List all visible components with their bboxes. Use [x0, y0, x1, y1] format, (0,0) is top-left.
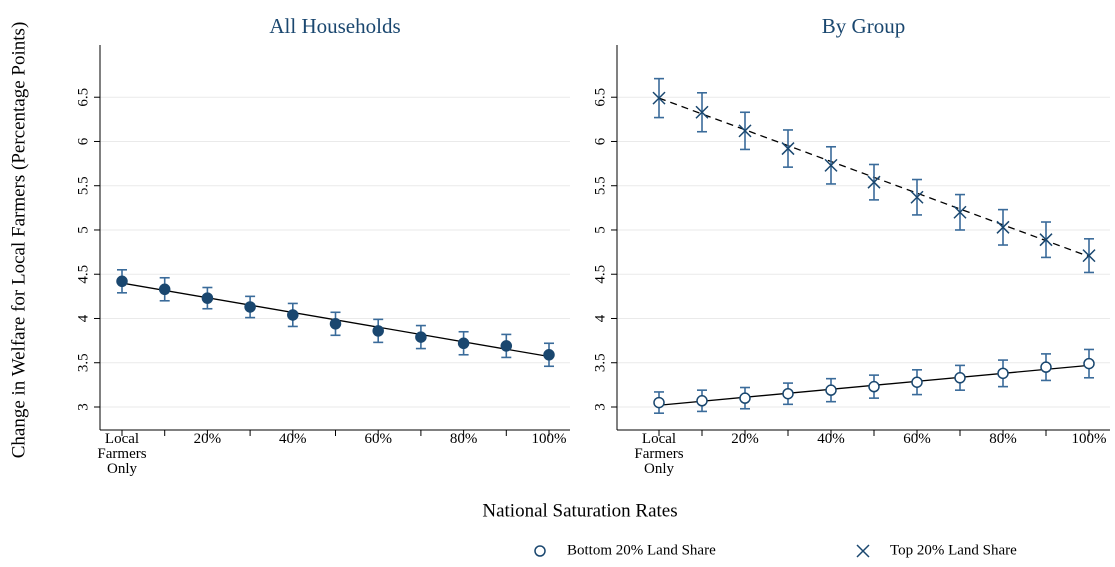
panel-title: By Group: [822, 14, 905, 38]
marker: [868, 380, 880, 393]
marker-x: [652, 91, 666, 105]
marker-stroke: [781, 142, 795, 156]
x-tick-label: Local Farmers Only: [634, 432, 684, 477]
marker-stroke: [695, 105, 709, 119]
marker: [739, 392, 751, 404]
marker-stroke: [1039, 233, 1053, 247]
x-tick-label-box: 80%: [449, 432, 478, 447]
marker-stroke: [738, 124, 752, 138]
marker-x: [910, 190, 924, 204]
x-tick-label: 40%: [817, 432, 845, 447]
y-tick-label: 4.5: [75, 265, 91, 284]
x-tick-label: 20%: [731, 432, 759, 447]
marker-stroke: [824, 158, 838, 172]
y-tick-label: 5: [75, 226, 91, 234]
marker-stroke: [867, 175, 881, 189]
marker-stroke: [856, 544, 870, 558]
x-tick-label-box: 40%: [817, 432, 845, 447]
y-tick-label: 5.5: [592, 176, 608, 195]
marker-stroke: [1082, 249, 1096, 263]
marker: [782, 387, 794, 400]
marker: [1083, 357, 1095, 370]
y-tick-label: 4: [75, 314, 91, 322]
marker: [158, 283, 171, 296]
marker: [329, 318, 342, 330]
marker: [415, 331, 427, 343]
marker-x: [996, 220, 1010, 234]
x-tick-label-box: 20%: [193, 432, 222, 447]
marker: [116, 275, 128, 288]
marker: [825, 384, 837, 396]
x-tick-label: 80%: [449, 432, 478, 447]
y-tick-label: 3: [75, 403, 91, 411]
marker: [696, 395, 708, 407]
panel-title: All Households: [269, 14, 400, 38]
marker-x: [1039, 233, 1053, 247]
marker: [543, 349, 555, 361]
y-tick-label: 4.5: [592, 265, 608, 284]
marker-x: [856, 544, 870, 558]
marker: [287, 309, 299, 321]
marker-x: [953, 205, 967, 219]
y-tick-label: 4: [592, 314, 608, 322]
marker-stroke: [996, 220, 1010, 234]
x-tick-label: 20%: [193, 432, 222, 447]
marker-x: [1082, 249, 1096, 263]
x-tick-label: Local Farmers Only: [97, 432, 147, 477]
marker: [500, 340, 513, 352]
x-tick-label-box: 100%: [1071, 432, 1107, 447]
marker: [911, 376, 923, 388]
marker: [534, 545, 546, 557]
x-tick-label-box: Local Farmers Only: [97, 432, 147, 477]
marker-x: [738, 124, 752, 138]
y-tick-label: 5.5: [75, 176, 91, 195]
x-tick-label-box: 100%: [531, 432, 567, 447]
marker-stroke: [652, 91, 666, 105]
y-tick-label: 6: [592, 137, 608, 145]
y-tick-label: 6.5: [75, 88, 91, 107]
x-tick-label: 60%: [903, 432, 931, 447]
legend-label: Top 20% Land Share: [890, 542, 1017, 558]
y-tick-label: 3.5: [592, 353, 608, 372]
x-tick-label: 40%: [279, 432, 307, 447]
y-tick-label: 3: [592, 403, 608, 411]
marker-x: [695, 105, 709, 119]
y-axis-label: Change in Welfare for Local Farmers (Per…: [8, 22, 29, 459]
marker-x: [824, 158, 838, 172]
x-tick-label: 60%: [364, 432, 392, 447]
marker-x: [781, 142, 795, 156]
marker: [653, 396, 665, 409]
x-axis-label: National Saturation Rates: [482, 500, 677, 521]
marker: [372, 325, 384, 337]
marker-stroke: [953, 205, 967, 219]
marker-x: [867, 175, 881, 189]
x-tick-label-box: 40%: [279, 432, 307, 447]
marker: [201, 292, 214, 304]
x-tick-label: 80%: [989, 432, 1017, 447]
y-tick-label: 3.5: [75, 353, 91, 372]
x-tick-label-box: 60%: [364, 432, 392, 447]
marker: [457, 337, 470, 350]
marker: [244, 301, 256, 313]
marker: [954, 372, 966, 384]
y-tick-label: 6: [75, 137, 91, 145]
marker-stroke: [910, 190, 924, 204]
y-tick-label: 6.5: [592, 88, 608, 107]
legend-label: Bottom 20% Land Share: [567, 542, 716, 558]
x-tick-label-box: Local Farmers Only: [634, 432, 684, 477]
x-tick-label-box: 20%: [731, 432, 759, 447]
x-tick-label: 100%: [531, 432, 567, 447]
x-tick-label: 100%: [1071, 432, 1107, 447]
y-tick-label: 5: [592, 226, 608, 234]
x-tick-label-box: 80%: [989, 432, 1017, 447]
x-tick-label-box: 60%: [903, 432, 931, 447]
marker: [997, 367, 1009, 380]
marker: [1040, 361, 1052, 373]
